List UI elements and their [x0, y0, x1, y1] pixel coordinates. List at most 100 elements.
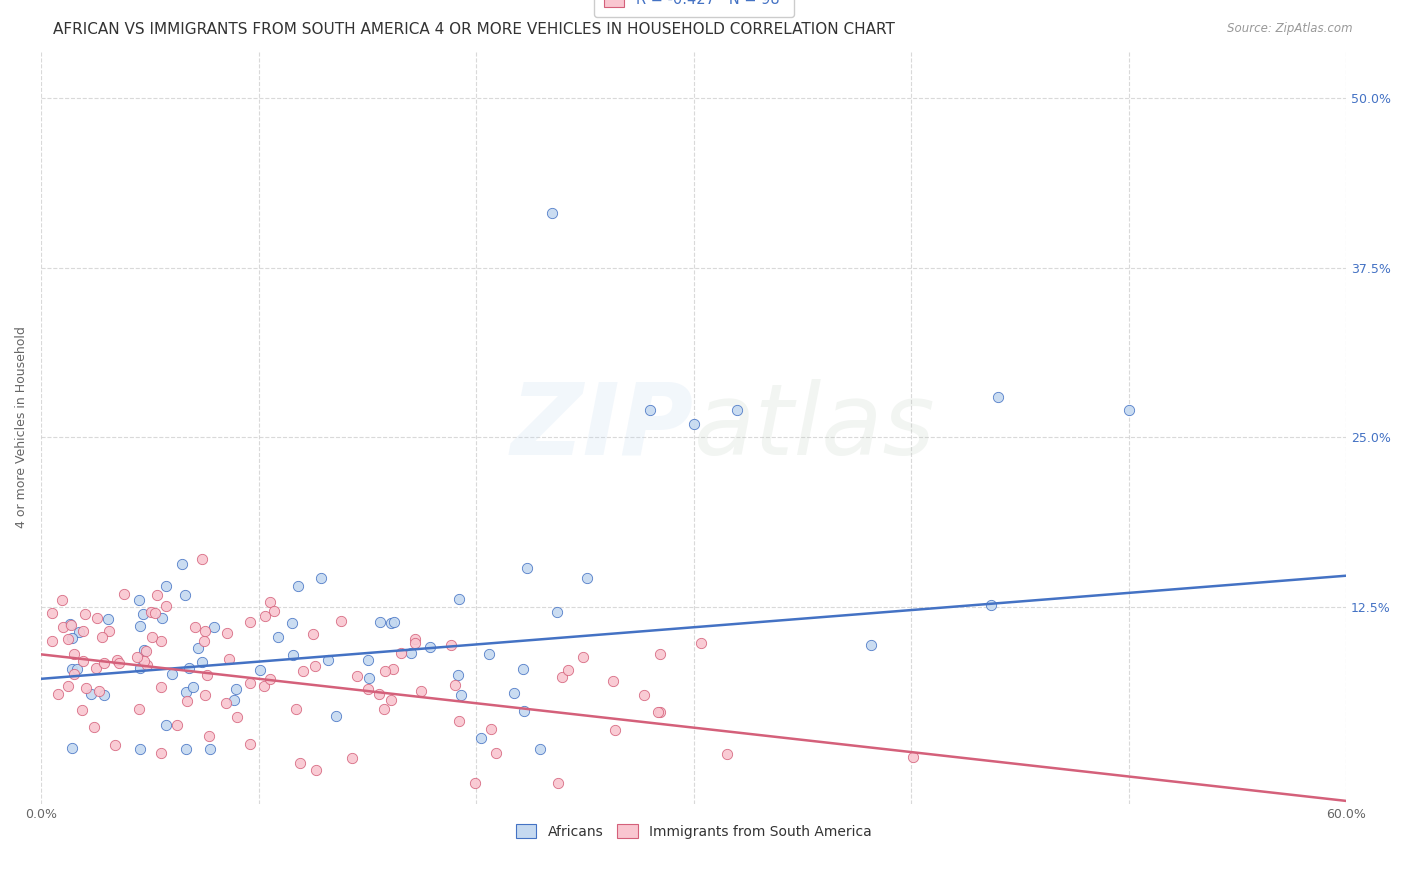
Point	[316, 653, 339, 667]
Point	[194, 624, 217, 638]
Point	[259, 673, 281, 687]
Point	[725, 403, 748, 417]
Point	[149, 746, 172, 760]
Point	[52, 620, 75, 634]
Legend: Africans, Immigrants from South America: Africans, Immigrants from South America	[509, 817, 879, 846]
Point	[60, 741, 83, 756]
Point	[529, 742, 551, 756]
Point	[547, 776, 569, 790]
Point	[305, 763, 328, 777]
Point	[470, 731, 492, 745]
Point	[198, 742, 221, 756]
Point	[174, 685, 197, 699]
Point	[382, 615, 405, 629]
Point	[304, 659, 326, 673]
Point	[647, 706, 669, 720]
Point	[404, 632, 426, 646]
Point	[132, 607, 155, 622]
Point	[83, 720, 105, 734]
Point	[382, 662, 405, 676]
Point	[66, 662, 89, 676]
Point	[281, 648, 304, 662]
Point	[267, 630, 290, 644]
Point	[440, 638, 463, 652]
Point	[346, 669, 368, 683]
Point	[689, 636, 711, 650]
Text: ZIP: ZIP	[510, 378, 693, 475]
Point	[150, 610, 173, 624]
Point	[46, 687, 69, 701]
Point	[141, 630, 163, 644]
Point	[987, 390, 1010, 404]
Point	[249, 664, 271, 678]
Point	[903, 750, 925, 764]
Point	[224, 692, 246, 706]
Point	[60, 662, 83, 676]
Point	[166, 718, 188, 732]
Point	[41, 633, 63, 648]
Point	[238, 676, 260, 690]
Point	[292, 664, 315, 678]
Point	[444, 678, 467, 692]
Point	[512, 663, 534, 677]
Point	[603, 723, 626, 738]
Point	[281, 616, 304, 631]
Point	[546, 605, 568, 619]
Point	[129, 619, 152, 633]
Point	[682, 417, 704, 431]
Point	[72, 624, 94, 639]
Point	[516, 561, 538, 575]
Point	[447, 668, 470, 682]
Point	[399, 646, 422, 660]
Point	[325, 709, 347, 723]
Point	[1118, 403, 1140, 417]
Point	[184, 620, 207, 634]
Point	[93, 689, 115, 703]
Point	[357, 671, 380, 685]
Point	[84, 661, 107, 675]
Point	[502, 686, 524, 700]
Point	[59, 618, 82, 632]
Point	[187, 640, 209, 655]
Point	[56, 632, 79, 647]
Point	[105, 653, 128, 667]
Point	[380, 693, 402, 707]
Point	[239, 737, 262, 751]
Point	[155, 718, 177, 732]
Point	[650, 705, 672, 719]
Text: AFRICAN VS IMMIGRANTS FROM SOUTH AMERICA 4 OR MORE VEHICLES IN HOUSEHOLD CORRELA: AFRICAN VS IMMIGRANTS FROM SOUTH AMERICA…	[53, 22, 896, 37]
Point	[174, 742, 197, 756]
Point	[191, 552, 214, 566]
Point	[464, 776, 486, 790]
Point	[557, 663, 579, 677]
Point	[551, 670, 574, 684]
Point	[70, 703, 93, 717]
Point	[980, 599, 1002, 613]
Point	[174, 588, 197, 602]
Text: atlas: atlas	[693, 378, 935, 475]
Point	[638, 403, 661, 417]
Point	[73, 607, 96, 621]
Point	[374, 664, 396, 678]
Point	[215, 626, 238, 640]
Point	[155, 599, 177, 614]
Point	[198, 729, 221, 743]
Point	[141, 605, 163, 619]
Point	[146, 588, 169, 602]
Point	[134, 643, 156, 657]
Point	[859, 638, 882, 652]
Point	[449, 714, 471, 728]
Point	[357, 653, 380, 667]
Point	[419, 640, 441, 654]
Point	[59, 616, 82, 631]
Point	[104, 738, 127, 752]
Point	[176, 694, 198, 708]
Point	[373, 702, 395, 716]
Point	[202, 620, 225, 634]
Point	[179, 661, 201, 675]
Point	[215, 696, 238, 710]
Point	[447, 592, 470, 607]
Point	[253, 679, 276, 693]
Point	[86, 611, 108, 625]
Text: Source: ZipAtlas.com: Source: ZipAtlas.com	[1227, 22, 1353, 36]
